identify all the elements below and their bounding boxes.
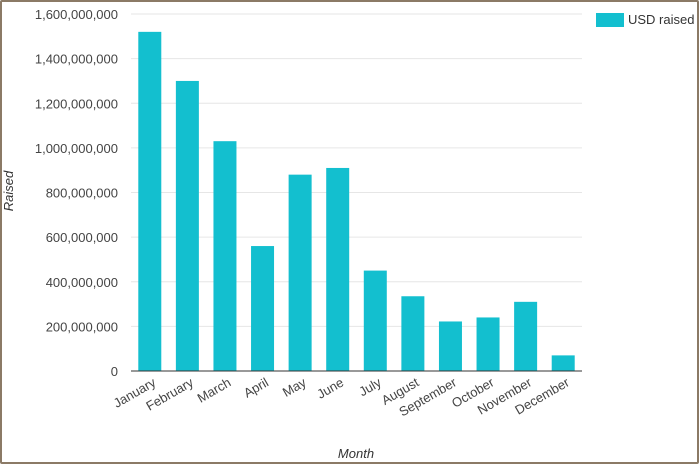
legend: USD raised [596,12,694,27]
y-tick-label: 1,200,000,000 [35,96,118,111]
y-tick-label: 1,600,000,000 [35,7,118,22]
x-tick-label: March [195,375,234,406]
legend-label: USD raised [628,12,694,27]
y-tick-label: 1,000,000,000 [35,141,118,156]
y-tick-label: 1,400,000,000 [35,52,118,67]
x-tick-label: May [280,374,309,400]
bar-july [363,270,387,371]
bar-november [514,301,538,371]
y-tick-labels: 0 200,000,000 400,000,000 600,000,000 800,00… [35,7,118,379]
bars [138,31,575,371]
bar-april [251,246,275,371]
bar-january [138,31,162,371]
y-axis-title: Raised [1,170,16,211]
bar-august [401,296,425,371]
bar-may [288,174,312,371]
y-tick-label: 0 [111,364,118,379]
y-tick-label: 400,000,000 [46,275,118,290]
x-tick-label: June [314,375,346,402]
x-tick-label: April [241,375,271,401]
bar-december [551,355,575,371]
bar-march [213,141,237,371]
gridlines [131,13,582,327]
x-axis-title: Month [338,446,374,461]
y-tick-label: 800,000,000 [46,186,118,201]
bar-september [438,321,462,371]
y-tick-label: 600,000,000 [46,230,118,245]
bar-february [175,80,199,371]
y-tick-label: 200,000,000 [46,319,118,334]
legend-swatch [596,13,624,27]
bar-october [476,317,500,371]
bar-june [326,167,350,371]
